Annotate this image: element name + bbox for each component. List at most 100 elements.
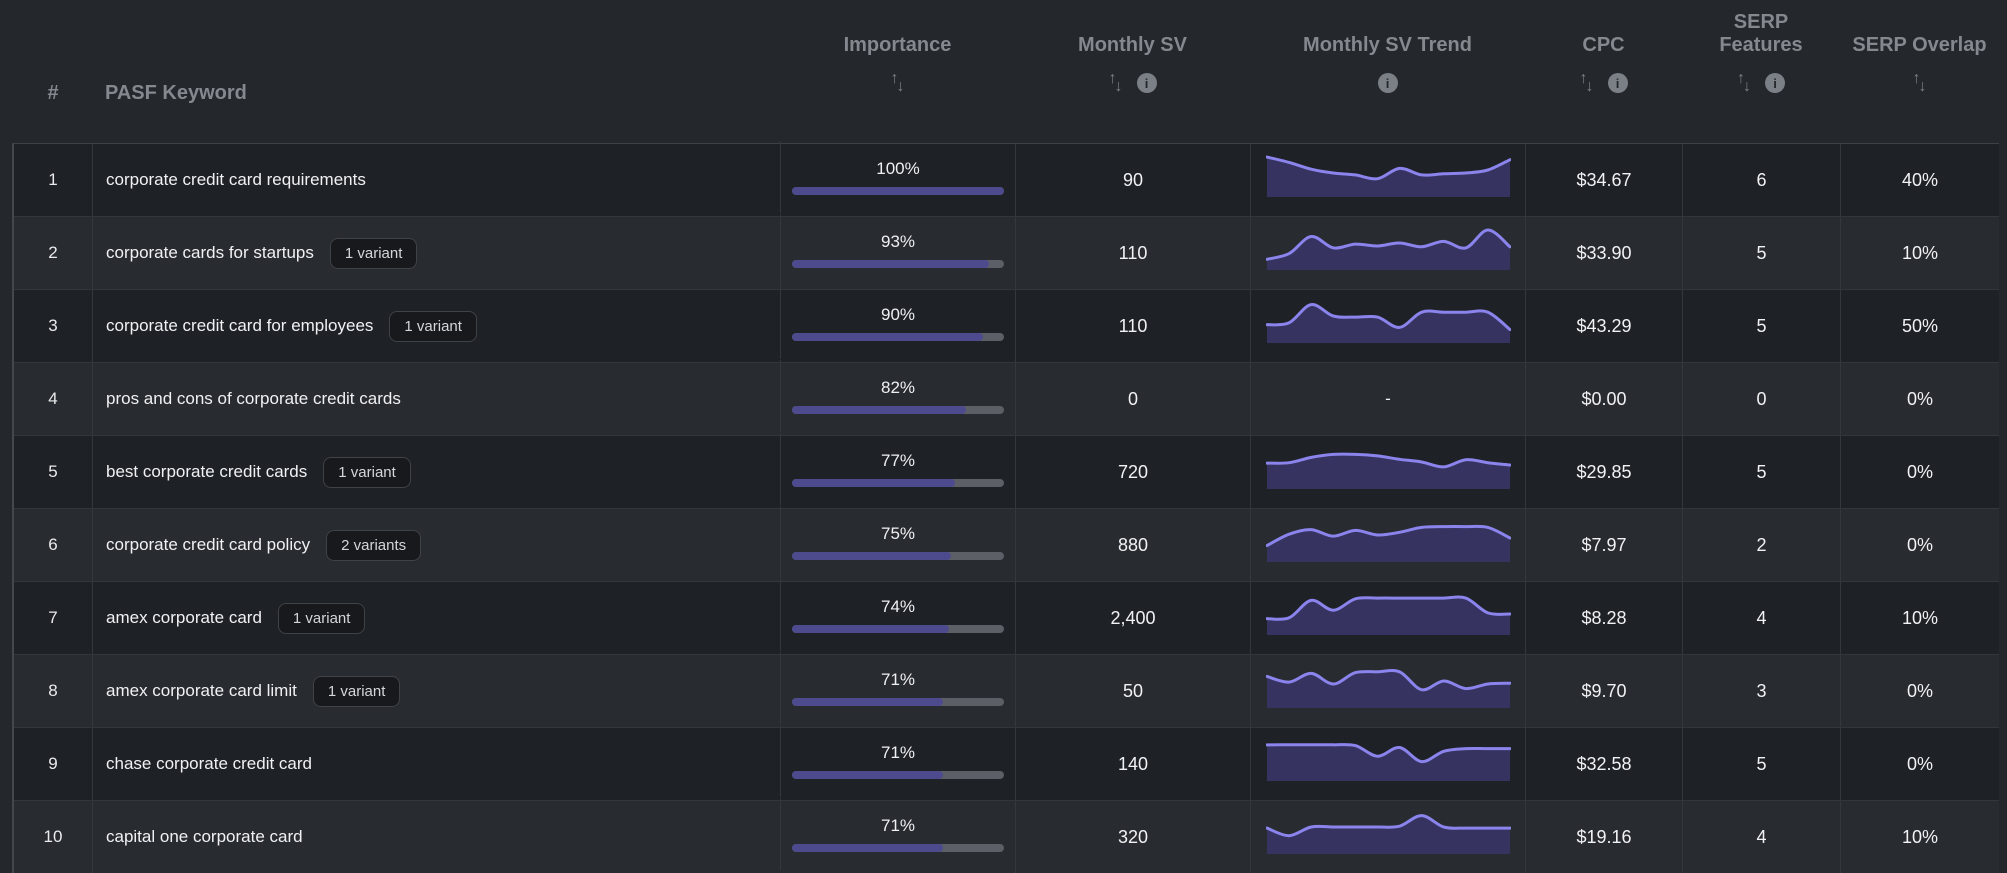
importance-bar bbox=[792, 625, 1004, 633]
serp-overlap-value: 0% bbox=[1840, 728, 1999, 800]
info-icon[interactable]: i bbox=[1765, 73, 1785, 93]
importance-bar-fill bbox=[792, 698, 943, 706]
importance-bar bbox=[792, 479, 1004, 487]
keyword-cell[interactable]: best corporate credit cards 1 variant bbox=[92, 436, 780, 508]
keyword-cell[interactable]: corporate credit card for employees 1 va… bbox=[92, 290, 780, 362]
sort-icon[interactable]: ↑ ↓ bbox=[891, 71, 905, 95]
importance-bar-fill bbox=[792, 187, 1004, 195]
trend-sparkline-chart bbox=[1265, 814, 1511, 854]
trend-sparkline-chart bbox=[1265, 595, 1511, 635]
importance-bar-fill bbox=[792, 844, 943, 852]
importance-percent: 82% bbox=[880, 378, 916, 397]
keyword-cell[interactable]: corporate cards for startups 1 variant bbox=[92, 217, 780, 289]
keyword-cell[interactable]: amex corporate card limit 1 variant bbox=[92, 655, 780, 727]
keyword-cell[interactable]: pros and cons of corporate credit cards bbox=[92, 363, 780, 435]
variant-badge[interactable]: 1 variant bbox=[389, 310, 477, 342]
keyword-text: best corporate credit cards bbox=[106, 462, 308, 481]
monthly-sv-trend-header-label: Monthly SV Trend bbox=[1303, 34, 1472, 56]
sort-icon[interactable]: ↑ ↓ bbox=[1580, 71, 1594, 95]
keyword-cell[interactable]: corporate credit card policy 2 variants bbox=[92, 509, 780, 581]
row-number: 2 bbox=[48, 243, 58, 262]
importance-cell: 90% bbox=[780, 287, 1015, 359]
monthly-sv-trend-cell bbox=[1250, 217, 1525, 289]
trend-sparkline-chart bbox=[1265, 303, 1511, 343]
monthly-sv-value: 50 bbox=[1015, 655, 1250, 727]
serp-features-value: 4 bbox=[1682, 801, 1840, 873]
row-number: 8 bbox=[48, 681, 58, 700]
keyword-cell[interactable]: chase corporate credit card bbox=[92, 728, 780, 800]
monthly-sv-value: 140 bbox=[1015, 728, 1250, 800]
importance-percent: 90% bbox=[880, 305, 916, 324]
importance-percent: 74% bbox=[880, 597, 916, 616]
importance-header-label: Importance bbox=[843, 34, 952, 56]
importance-bar bbox=[792, 333, 1004, 341]
info-icon[interactable]: i bbox=[1136, 73, 1157, 93]
keyword-cell[interactable]: corporate credit card requirements bbox=[92, 144, 780, 216]
keyword-text: pros and cons of corporate credit cards bbox=[106, 389, 401, 408]
variant-badge[interactable]: 1 variant bbox=[312, 675, 401, 707]
serp-overlap-value: 0% bbox=[1840, 655, 1999, 727]
row-number: 3 bbox=[48, 316, 58, 335]
importance-bar bbox=[792, 844, 1004, 852]
monthly-sv-value: 110 bbox=[1015, 217, 1250, 289]
sort-down-arrow: ↓ bbox=[1918, 78, 1927, 95]
cpc-value: $33.90 bbox=[1525, 217, 1682, 289]
keyword-cell[interactable]: capital one corporate card bbox=[92, 801, 780, 873]
keyword-cell[interactable]: amex corporate card 1 variant bbox=[92, 582, 780, 654]
rank-header-label: # bbox=[47, 82, 59, 104]
cpc-header-label: CPC bbox=[1582, 34, 1625, 56]
importance-cell: 71% bbox=[780, 652, 1015, 724]
monthly-sv-trend-cell: - bbox=[1250, 363, 1525, 435]
serp-overlap-value: 50% bbox=[1840, 290, 1999, 362]
variant-badge[interactable]: 2 variants bbox=[326, 529, 422, 561]
importance-percent: 100% bbox=[876, 159, 920, 178]
column-header-cpc: CPC ↑ ↓ i bbox=[1525, 0, 1682, 143]
variant-badge[interactable]: 1 variant bbox=[323, 456, 411, 488]
importance-cell: 74% bbox=[780, 579, 1015, 651]
importance-bar bbox=[792, 771, 1004, 779]
importance-bar-fill bbox=[792, 771, 943, 779]
variant-badge[interactable]: 1 variant bbox=[277, 602, 366, 634]
serp-features-value: 5 bbox=[1682, 436, 1840, 508]
column-header-monthly-sv-trend: Monthly SV Trend i bbox=[1250, 0, 1525, 143]
sort-icon[interactable]: ↑ ↓ bbox=[1913, 71, 1927, 95]
column-header-serp-overlap: SERP Overlap ↑ ↓ bbox=[1840, 0, 1999, 143]
serp-features-header-label: SERP Features bbox=[1719, 11, 1803, 56]
sort-down-arrow: ↓ bbox=[1585, 78, 1594, 95]
keyword-text: amex corporate card limit bbox=[106, 681, 297, 700]
sort-up-arrow: ↑ bbox=[1108, 70, 1117, 87]
column-header-monthly-sv: Monthly SV ↑ ↓ i bbox=[1015, 0, 1250, 143]
variant-badge[interactable]: 1 variant bbox=[329, 237, 418, 269]
column-header-rank: # bbox=[14, 0, 92, 143]
importance-percent: 71% bbox=[880, 816, 916, 835]
info-icon[interactable]: i bbox=[1377, 73, 1398, 93]
info-icon[interactable]: i bbox=[1607, 73, 1628, 93]
table-header: # PASF Keyword Importance ↑ ↓ Monthly SV … bbox=[0, 0, 2007, 143]
row-number: 5 bbox=[48, 462, 58, 481]
trend-sparkline-chart bbox=[1265, 228, 1511, 270]
serp-overlap-header-label: SERP Overlap bbox=[1852, 34, 1987, 56]
trend-sparkline-chart bbox=[1265, 743, 1511, 781]
table-row: 2 corporate cards for startups 1 variant… bbox=[14, 214, 1999, 289]
table-row: 5 best corporate credit cards 1 variant … bbox=[14, 433, 1999, 508]
sort-down-arrow: ↓ bbox=[1743, 78, 1751, 95]
importance-bar-fill bbox=[792, 625, 949, 633]
monthly-sv-trend-cell bbox=[1250, 144, 1525, 216]
monthly-sv-trend-cell bbox=[1250, 290, 1525, 362]
keyword-text: corporate cards for startups bbox=[106, 243, 314, 262]
cpc-value: $29.85 bbox=[1525, 436, 1682, 508]
serp-overlap-value: 0% bbox=[1840, 436, 1999, 508]
monthly-sv-value: 2,400 bbox=[1015, 582, 1250, 654]
sort-icon[interactable]: ↑ ↓ bbox=[1109, 71, 1123, 95]
keyword-text: corporate credit card requirements bbox=[106, 170, 366, 189]
sort-down-arrow: ↓ bbox=[896, 78, 905, 95]
importance-bar bbox=[792, 187, 1004, 195]
importance-bar bbox=[792, 698, 1004, 706]
importance-cell: 100% bbox=[780, 141, 1015, 213]
sort-icon[interactable]: ↑ ↓ bbox=[1737, 71, 1751, 95]
monthly-sv-value: 720 bbox=[1015, 436, 1250, 508]
trend-sparkline-chart bbox=[1265, 155, 1511, 197]
importance-cell: 71% bbox=[780, 798, 1015, 870]
serp-features-value: 4 bbox=[1682, 582, 1840, 654]
serp-features-value: 5 bbox=[1682, 290, 1840, 362]
